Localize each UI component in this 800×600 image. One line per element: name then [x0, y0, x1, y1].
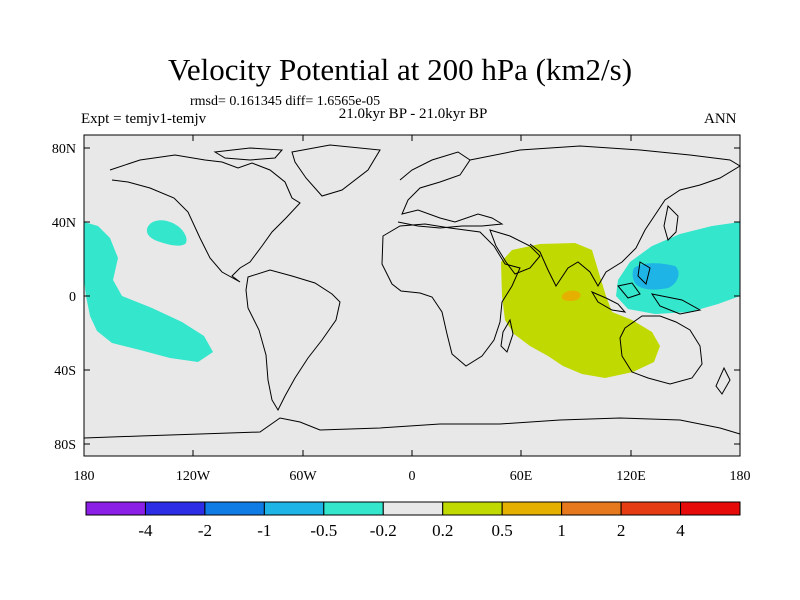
lon-label-0: 0 [409, 469, 416, 484]
colorbar-label: 0.5 [492, 521, 513, 540]
coastlines [83, 144, 741, 439]
lon-label-60e: 60E [510, 469, 533, 484]
colorbar-box [501, 501, 563, 516]
colorbar-label: -4 [138, 521, 153, 540]
colorbar-box [680, 501, 741, 516]
japan-coastline [663, 204, 679, 241]
colorbar-box [263, 501, 325, 516]
experiment-label: Expt = temjv1-temjv [81, 111, 207, 127]
lon-label-60w: 60W [289, 469, 317, 484]
colorbar-label: 2 [617, 521, 626, 540]
colorbar-label: 0.2 [432, 521, 453, 540]
central-pacific-negative-region [84, 222, 213, 362]
arabia-coastline [489, 229, 541, 275]
colorbar-label: 1 [557, 521, 566, 540]
longitude-ticks [83, 135, 741, 456]
antarctica-coastline [83, 417, 741, 439]
west-pacific-negative-region [616, 222, 740, 314]
colorbar-label: -0.5 [310, 521, 337, 540]
australia-coastline [619, 315, 703, 385]
colorbar-box [85, 501, 146, 516]
lon-label-180e: 180 [730, 469, 751, 484]
latitude-ticks [84, 147, 740, 445]
lat-label-80s: 80S [54, 438, 76, 453]
europe-coastline [397, 151, 504, 229]
lat-label-80n: 80N [52, 142, 76, 157]
greenland-coastline [291, 144, 381, 197]
maritime-continent-coastline [590, 261, 702, 315]
lon-label-120e: 120E [616, 469, 646, 484]
madagascar-coastline [500, 318, 514, 353]
lon-label-180w: 180 [74, 469, 95, 484]
colorbar-box [620, 501, 682, 516]
lon-label-120w: 120W [176, 469, 211, 484]
north-pacific-negative-region [146, 220, 187, 246]
rmsd-diff-stats: rmsd= 0.161345 diff= 1.6565e-05 [190, 94, 381, 109]
south-america-coastline [245, 269, 341, 412]
canadian-arctic-coastline [213, 147, 284, 161]
colorbar-box [323, 501, 384, 516]
lat-label-0: 0 [69, 290, 76, 305]
plot-title: Velocity Potential at 200 hPa (km2/s) [167, 52, 633, 87]
colorbar-label: 4 [676, 521, 685, 540]
colorbar-box [144, 501, 206, 516]
colorbar-label: -1 [257, 521, 271, 540]
colorbar-box [204, 501, 265, 516]
season-label: ANN [704, 111, 737, 127]
new-zealand-coastline [715, 366, 731, 395]
colorbar-label: -2 [198, 521, 212, 540]
time-period-label: 21.0kyr BP - 21.0kyr BP [338, 106, 488, 122]
asia-coastline [469, 145, 741, 288]
indian-ocean-maximum-region [561, 290, 581, 301]
colorbar-box [561, 501, 622, 516]
lat-label-40s: 40S [54, 364, 76, 379]
colorbar-box [382, 501, 444, 516]
africa-coastline [381, 223, 521, 367]
north-america-coastline [109, 154, 301, 283]
colorbar-label: -0.2 [370, 521, 397, 540]
colorbar-box [442, 501, 503, 516]
philippine-sea-minimum-region [632, 263, 679, 290]
lat-label-40n: 40N [52, 216, 76, 231]
